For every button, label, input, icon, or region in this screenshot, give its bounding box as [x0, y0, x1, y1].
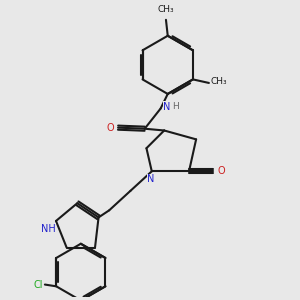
- Text: N: N: [147, 174, 155, 184]
- Text: CH₃: CH₃: [158, 5, 174, 14]
- Text: H: H: [172, 102, 179, 111]
- Text: Cl: Cl: [33, 280, 43, 290]
- Text: O: O: [106, 123, 114, 133]
- Text: N: N: [163, 102, 171, 112]
- Text: CH₃: CH₃: [211, 77, 227, 86]
- Text: O: O: [217, 166, 225, 176]
- Text: NH: NH: [41, 224, 56, 234]
